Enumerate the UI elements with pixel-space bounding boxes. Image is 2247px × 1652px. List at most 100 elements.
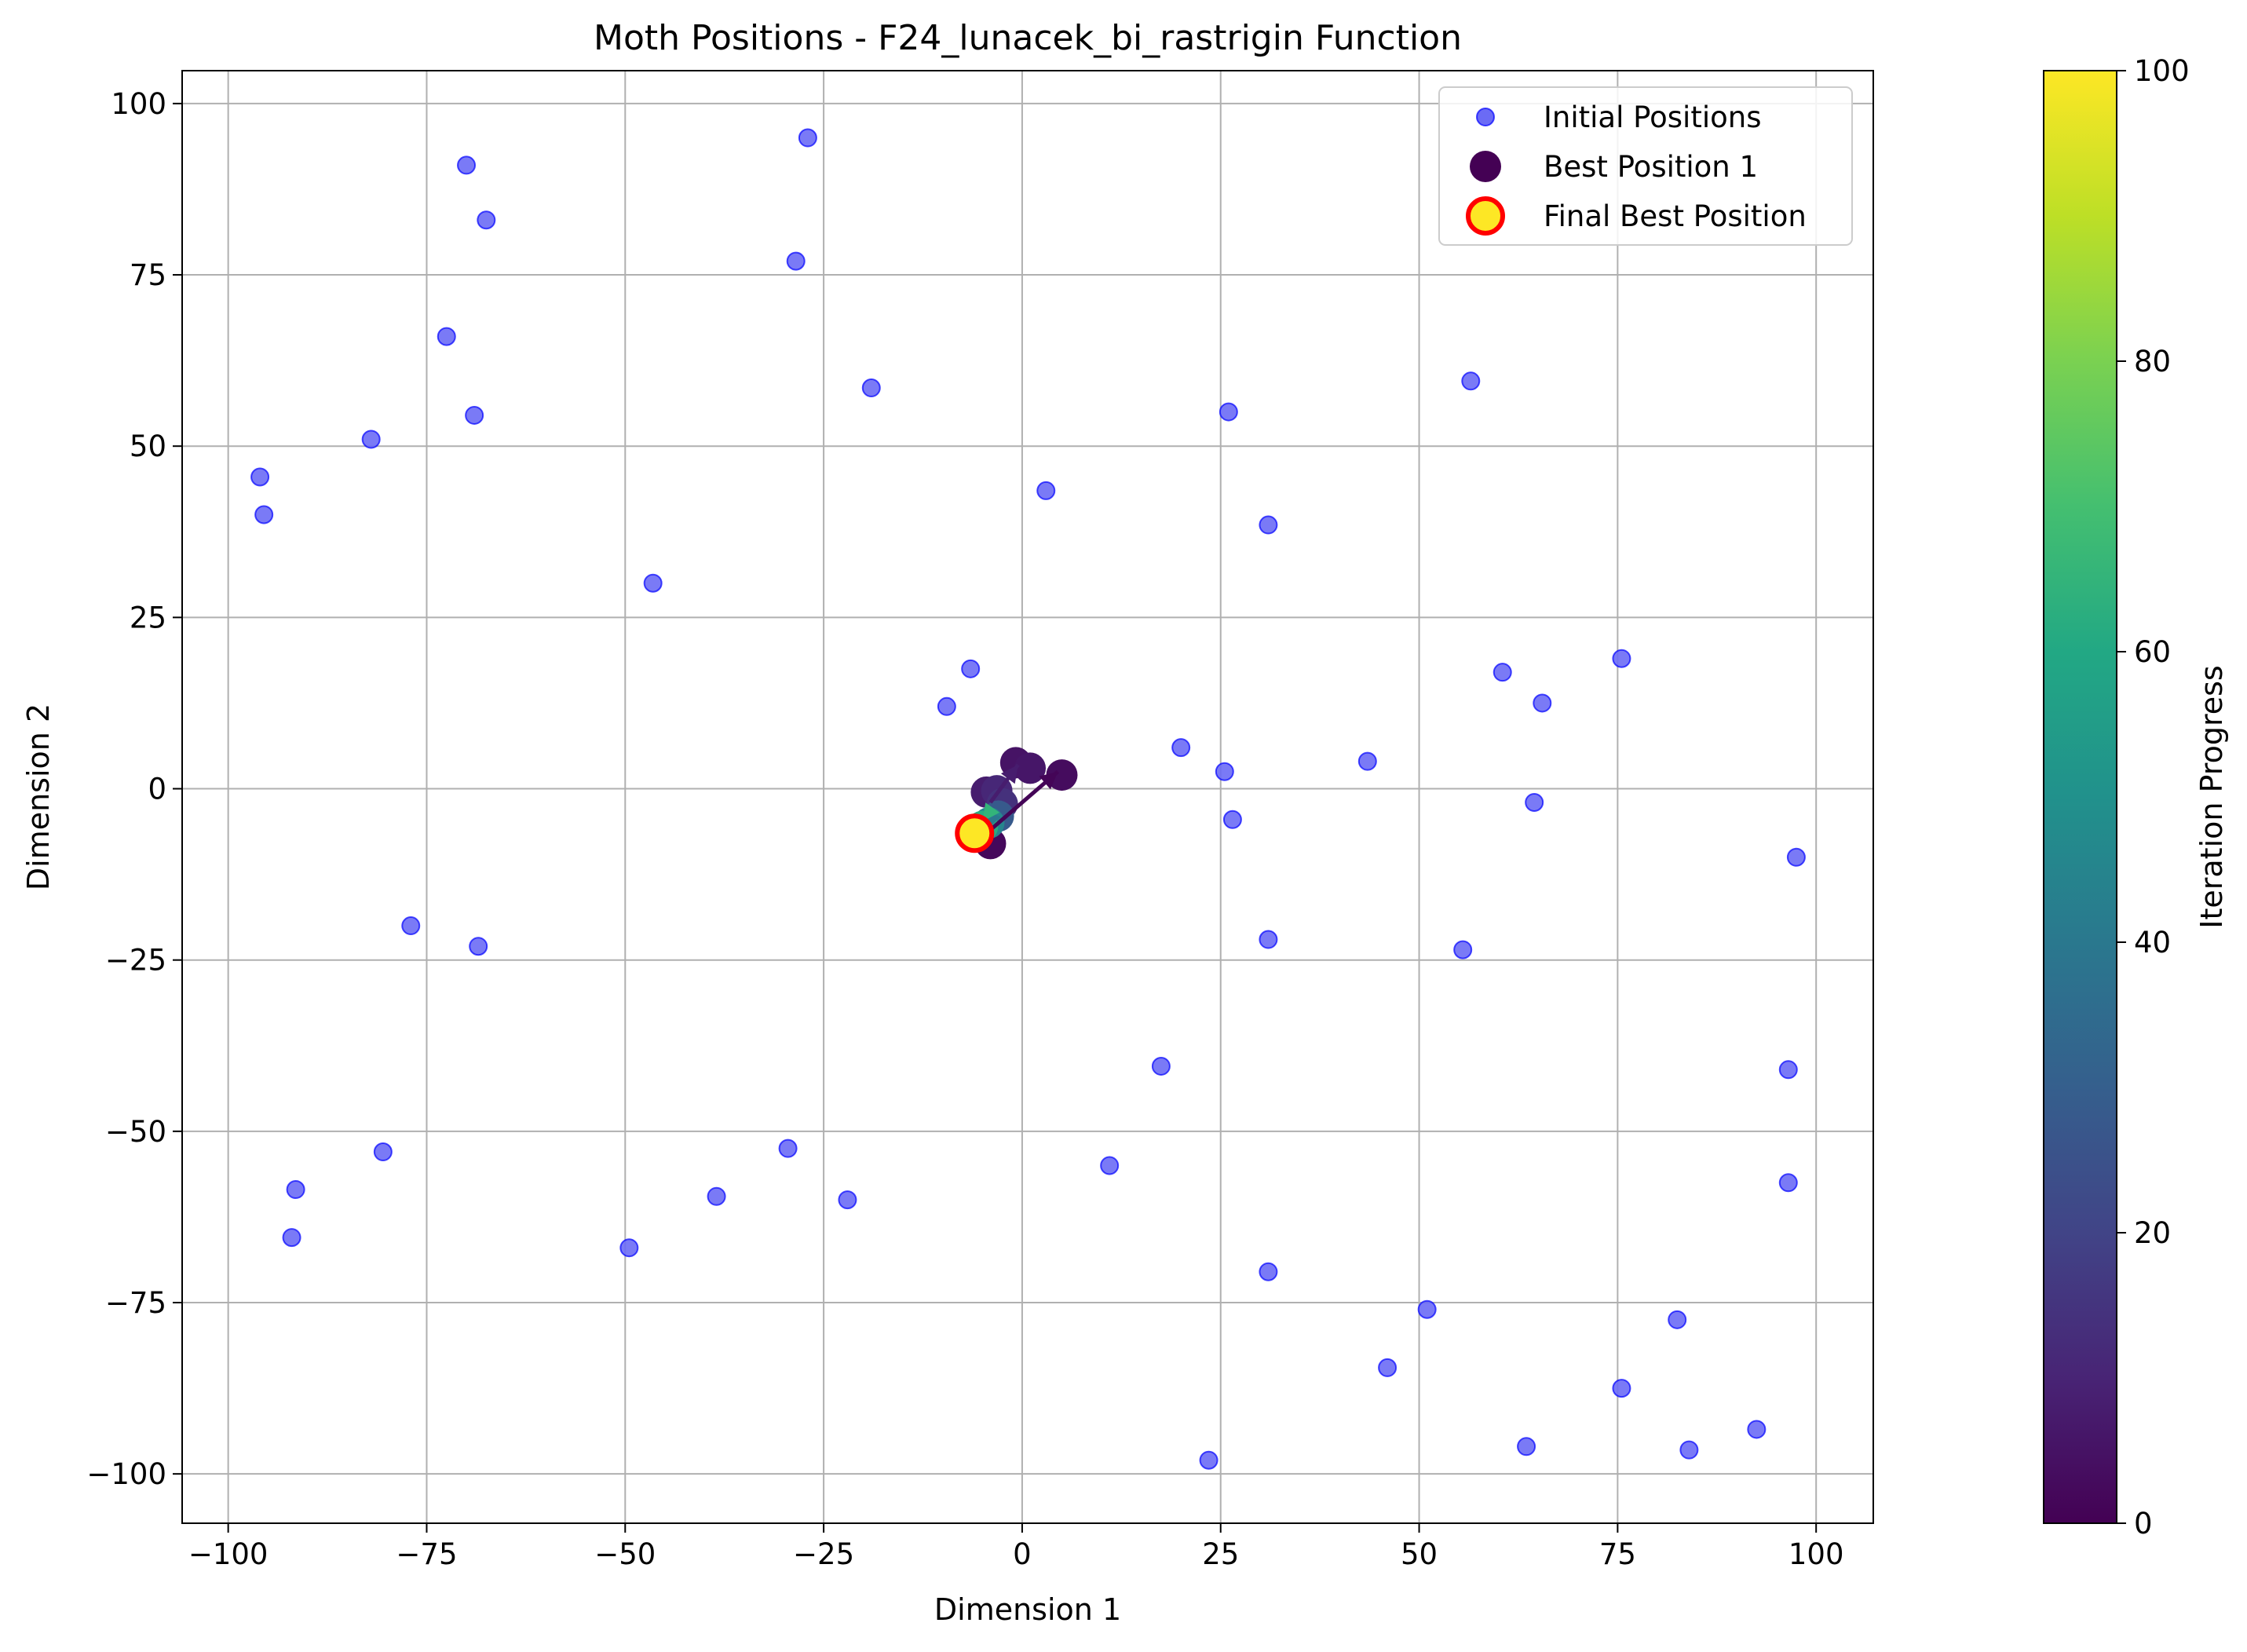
initial-position-point: [707, 1186, 726, 1206]
initial-position-point: [373, 1142, 393, 1162]
initial-position-point: [961, 659, 981, 678]
initial-positions-series: [250, 128, 1806, 1470]
colorbar-label: Iteration Progress: [2194, 665, 2229, 928]
initial-position-point: [1171, 738, 1191, 758]
initial-position-point: [1778, 1060, 1798, 1080]
x-tick-label: −25: [793, 1537, 854, 1571]
initial-position-point: [361, 429, 381, 449]
x-tick-label: 75: [1599, 1537, 1636, 1571]
x-tick-label: −50: [594, 1537, 656, 1571]
colorbar-tick-label: 80: [2134, 345, 2171, 378]
initial-position-point: [861, 378, 881, 398]
colorbar-tick-label: 20: [2134, 1216, 2171, 1250]
initial-position-point: [1259, 515, 1278, 535]
initial-position-point: [1357, 751, 1377, 771]
colorbar-tick-label: 60: [2134, 635, 2171, 669]
initial-position-point: [1036, 481, 1056, 500]
initial-position-point: [786, 251, 806, 271]
initial-position-point: [1151, 1056, 1171, 1076]
plot-frame: [181, 70, 1874, 1524]
initial-position-point: [1747, 1420, 1767, 1439]
x-tick-label: 50: [1401, 1537, 1438, 1571]
legend-label-final: Final Best Position: [1544, 199, 1807, 233]
y-tick-label: 0: [148, 773, 166, 806]
y-tick-label: −100: [86, 1457, 166, 1491]
y-axis-label: Dimension 2: [21, 704, 56, 890]
initial-position-point: [1679, 1440, 1699, 1460]
y-tick-label: −25: [105, 944, 166, 978]
initial-position-point: [1218, 402, 1238, 422]
initial-position-point: [798, 128, 817, 148]
trajectory-arrow-head: [1000, 764, 1018, 784]
trajectory-arrow-head: [1039, 771, 1058, 790]
legend-marker-initial: [1476, 108, 1495, 126]
final-best-position-point: [955, 813, 995, 853]
initial-position-point: [1786, 847, 1806, 867]
initial-position-point: [778, 1138, 798, 1158]
initial-position-point: [1493, 663, 1512, 682]
initial-position-point: [469, 937, 488, 956]
best-position-point: [1046, 759, 1078, 791]
x-tick-label: 25: [1202, 1537, 1239, 1571]
x-tick-label: 0: [1013, 1537, 1032, 1571]
initial-position-point: [643, 573, 663, 593]
initial-position-point: [1199, 1450, 1218, 1470]
initial-position-point: [1533, 693, 1552, 713]
initial-position-point: [1215, 762, 1234, 781]
y-tick-label: −75: [105, 1286, 166, 1320]
initial-position-point: [619, 1238, 639, 1258]
initial-position-point: [1517, 1437, 1536, 1456]
colorbar-tick-label: 0: [2134, 1507, 2153, 1541]
initial-position-point: [937, 696, 956, 716]
initial-position-point: [457, 155, 477, 175]
y-tick-label: 100: [111, 87, 166, 121]
initial-position-point: [1100, 1156, 1120, 1175]
colorbar-tick-label: 100: [2134, 54, 2190, 88]
y-tick-label: 25: [130, 601, 166, 634]
y-tick-label: 75: [130, 258, 166, 292]
initial-position-point: [1612, 1379, 1631, 1398]
x-tick-label: 100: [1788, 1537, 1844, 1571]
x-axis-label: Dimension 1: [934, 1592, 1121, 1627]
initial-position-point: [1259, 1262, 1278, 1281]
initial-position-point: [1612, 649, 1631, 668]
best-position-arrows: [977, 763, 1060, 842]
legend-label-initial: Initial Positions: [1544, 101, 1761, 134]
chart-title: Moth Positions - F24_lunacek_bi_rastrigi…: [594, 18, 1462, 58]
legend-box: [1438, 86, 1853, 246]
initial-position-point: [1461, 371, 1481, 391]
initial-position-point: [1778, 1173, 1798, 1193]
plot-area: [250, 128, 1806, 1470]
initial-position-point: [838, 1190, 857, 1210]
colorbar: 0 20 40 60 80 100 Iteration Progress: [2043, 54, 2229, 1541]
grid: [182, 71, 1873, 1523]
legend-label-best: Best Position 1: [1544, 150, 1758, 184]
y-tick-label: 50: [130, 429, 166, 463]
colorbar-ticks: 0 20 40 60 80 100: [2117, 54, 2190, 1541]
initial-position-point: [477, 210, 496, 230]
colorbar-gradient: [2043, 70, 2117, 1524]
y-tick-label: −50: [105, 1115, 166, 1149]
initial-position-point: [1668, 1310, 1687, 1329]
initial-position-point: [437, 327, 456, 346]
initial-position-point: [1453, 940, 1473, 959]
y-axis-ticks: −100 −75 −50 −25 0 25 50 75 100: [86, 87, 182, 1491]
initial-position-point: [1259, 930, 1278, 949]
initial-position-point: [465, 405, 484, 425]
initial-position-point: [1378, 1358, 1398, 1377]
initial-position-point: [282, 1228, 301, 1248]
initial-position-point: [1417, 1299, 1437, 1319]
trajectory-arrow-head: [982, 802, 1000, 822]
x-tick-label: −75: [396, 1537, 457, 1571]
legend-marker-best: [1470, 151, 1501, 182]
initial-position-point: [254, 505, 274, 524]
x-tick-label: −100: [188, 1537, 269, 1571]
initial-position-point: [250, 467, 270, 487]
x-axis-ticks: −100 −75 −50 −25 0 25 50 75 100: [188, 1523, 1844, 1571]
colorbar-tick-label: 40: [2134, 926, 2171, 959]
legend-marker-final: [1466, 196, 1505, 236]
initial-position-point: [401, 916, 421, 936]
legend: Initial Positions Best Position 1 Final …: [1438, 86, 1853, 246]
